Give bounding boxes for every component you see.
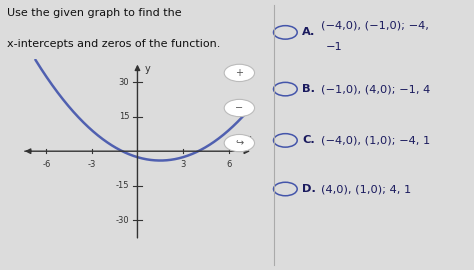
Text: 15: 15 bbox=[118, 112, 129, 121]
Text: ↪: ↪ bbox=[235, 138, 244, 148]
Text: y: y bbox=[145, 64, 151, 74]
Text: −: − bbox=[235, 103, 244, 113]
Text: -6: -6 bbox=[42, 160, 51, 169]
Text: D.: D. bbox=[302, 184, 316, 194]
Text: C.: C. bbox=[302, 135, 315, 146]
Text: Use the given graph to find the: Use the given graph to find the bbox=[7, 8, 182, 18]
Text: x-intercepts and zeros of the function.: x-intercepts and zeros of the function. bbox=[7, 39, 220, 49]
Text: (−1,0), (4,0); −1, 4: (−1,0), (4,0); −1, 4 bbox=[321, 84, 430, 94]
Text: 30: 30 bbox=[118, 78, 129, 87]
Text: (−4,0), (−1,0); −4,: (−4,0), (−1,0); −4, bbox=[321, 21, 429, 31]
Text: -15: -15 bbox=[116, 181, 129, 190]
Text: (−4,0), (1,0); −4, 1: (−4,0), (1,0); −4, 1 bbox=[321, 135, 430, 146]
Text: A.: A. bbox=[302, 27, 315, 38]
Text: 6: 6 bbox=[226, 160, 231, 169]
Text: (4,0), (1,0); 4, 1: (4,0), (1,0); 4, 1 bbox=[321, 184, 411, 194]
Text: −1: −1 bbox=[326, 42, 342, 52]
Text: -30: -30 bbox=[116, 215, 129, 225]
Text: 3: 3 bbox=[180, 160, 186, 169]
Text: x: x bbox=[246, 134, 251, 144]
Text: -3: -3 bbox=[88, 160, 96, 169]
Text: +: + bbox=[236, 68, 243, 78]
Text: B.: B. bbox=[302, 84, 315, 94]
